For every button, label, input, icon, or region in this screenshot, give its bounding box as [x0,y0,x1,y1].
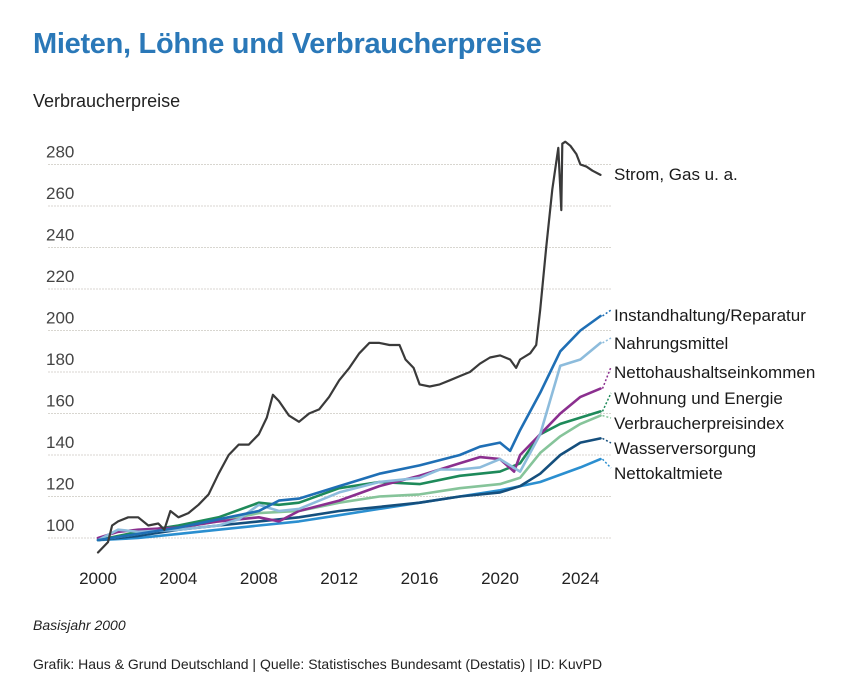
x-tick-label: 2008 [240,569,278,588]
chart-subtitle: Verbraucherpreise [33,91,181,111]
y-tick-label: 220 [46,267,74,286]
series-line-strom-gas-u-a- [96,140,602,554]
x-axis-ticks: 2000 2004 2008 2012 2016 2020 2024 [79,569,599,588]
x-tick-label: 2012 [320,569,358,588]
series-label: Wohnung und Energie [614,389,783,408]
y-tick-label: 240 [46,226,74,245]
base-year-note: Basisjahr 2000 [33,617,126,633]
series-label: Nettokaltmiete [614,464,723,483]
gridlines [48,164,612,539]
series-line-verbraucherpreisindex [96,414,602,542]
y-tick-label: 160 [46,392,74,411]
series-line-nettokaltmiete [96,457,602,542]
y-tick-label: 100 [46,516,74,535]
series-line-instandhaltung-reparatur [96,314,602,542]
label-leader [601,366,612,389]
x-tick-label: 2024 [561,569,599,588]
label-leader [601,392,612,412]
series-label: Strom, Gas u. a. [614,165,738,184]
series-label: Verbraucherpreisindex [614,414,785,433]
label-leader [601,458,612,469]
y-tick-label: 200 [46,309,74,328]
label-leader [602,309,612,317]
y-tick-label: 140 [46,433,74,452]
series-labels: Strom, Gas u. a. Instandhaltung/Reparatur… [601,165,815,483]
y-axis-ticks: 100 120 140 160 180 200 220 240 260 280 [46,143,74,536]
y-tick-label: 120 [46,475,74,494]
series-line-wohnung-und-energie [96,410,602,542]
series-label: Instandhaltung/Reparatur [614,306,806,325]
label-leader [602,414,612,419]
x-tick-label: 2016 [401,569,439,588]
series-label: Nettohaushaltseinkommen [614,363,815,382]
y-tick-label: 280 [46,143,74,162]
x-tick-label: 2000 [79,569,117,588]
x-tick-label: 2004 [159,569,197,588]
y-tick-label: 260 [46,184,74,203]
series-line-nahrungsmittel [96,341,602,542]
label-leader [602,437,612,444]
chart-title: Mieten, Löhne und Verbraucherpreise [33,28,542,60]
source-note: Grafik: Haus & Grund Deutschland | Quell… [33,656,603,672]
y-tick-label: 180 [46,350,74,369]
series-lines [96,140,602,554]
x-tick-label: 2020 [481,569,519,588]
series-label: Nahrungsmittel [614,334,728,353]
series-label: Wasserversorgung [614,439,756,458]
label-leader [602,337,612,344]
